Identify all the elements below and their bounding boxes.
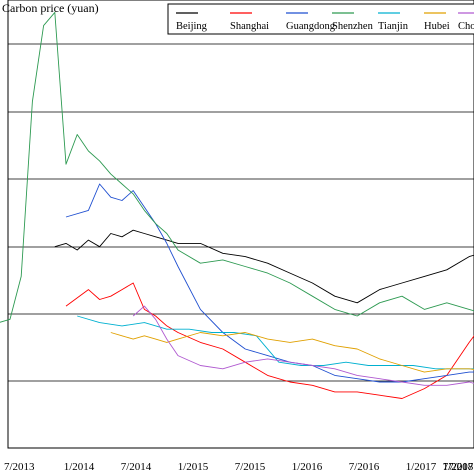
series-guangdong — [65, 183, 474, 383]
legend-box — [167, 3, 474, 35]
x-tick-label: 1/2015 — [178, 461, 209, 473]
series-shanghai — [65, 282, 474, 399]
legend-label: Chongqing — [458, 21, 474, 32]
x-tick-label: 7/2017 — [443, 461, 474, 473]
x-tick-label: 7/2015 — [235, 461, 266, 473]
series-beijing — [54, 229, 474, 304]
y-axis-label: Carbon price (yuan) — [2, 1, 99, 15]
x-tick-label: 7/2016 — [349, 461, 380, 473]
x-tick-label: 7/2013 — [4, 461, 35, 473]
x-tick-label: 1/2016 — [292, 461, 323, 473]
x-tick-labels: 7/2013 1/2014 7/2014 1/2015 7/2015 1/2016 7/20… — [4, 461, 474, 473]
x-tick-label: 1/2018 — [443, 461, 474, 473]
legend-label: Beijing — [176, 21, 208, 32]
series-shenzhen — [0, 11, 474, 323]
legend-label: Tianjin — [378, 21, 409, 32]
series-lines — [0, 11, 474, 399]
series-tianjin — [77, 315, 474, 370]
legend-label: Guangdong — [286, 21, 336, 32]
series-hubei — [110, 332, 474, 373]
series-chongqing — [132, 305, 474, 386]
x-tick-label: 7/20 — [448, 461, 468, 473]
gridlines — [8, 43, 474, 382]
x-tick-label: 7/2014 — [121, 461, 152, 473]
x-tick-label: 1/2014 — [64, 461, 95, 473]
legend-label: Hubei — [424, 21, 450, 32]
x-tick-label: 1/2017 — [406, 461, 437, 473]
plot-frame — [7, 0, 474, 449]
legend-label: Shenzhen — [332, 21, 374, 32]
legend-label: Shanghai — [230, 21, 269, 32]
